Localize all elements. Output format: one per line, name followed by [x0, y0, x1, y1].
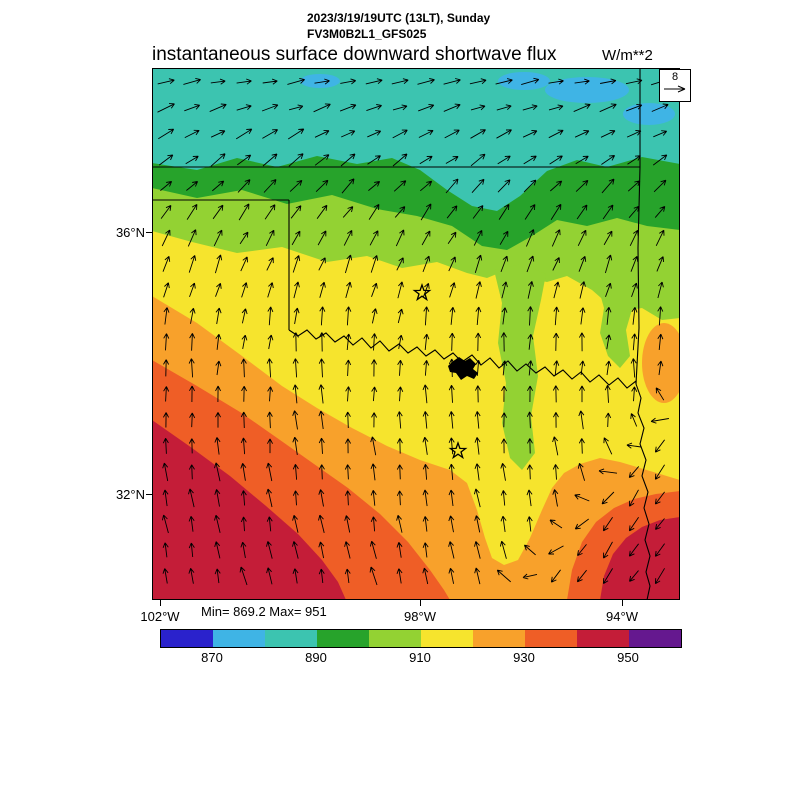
- map-frame: [152, 68, 680, 600]
- region-lightblue-870-880: [623, 103, 675, 125]
- colorbar-tick-label: 910: [409, 650, 431, 665]
- units-label: W/m**2: [602, 47, 653, 64]
- y-tick-label-32n: 32°N: [115, 487, 145, 502]
- colorbar: [160, 629, 682, 648]
- y-axis-tick: [146, 494, 152, 495]
- header-datetime: 2023/3/19/19UTC (13LT), Sunday: [307, 11, 491, 25]
- colorbar-tick-label: 950: [617, 650, 639, 665]
- x-axis-tick: [622, 600, 623, 606]
- state-border-east: [635, 383, 651, 600]
- region-teal-880-890: [152, 68, 680, 211]
- region-crimson-940-950: [600, 517, 680, 600]
- star-marker: [448, 441, 468, 460]
- wind-key-arrow-icon: [664, 85, 686, 93]
- region-yellowgreen-tongue: [597, 276, 633, 368]
- colorbar-segment: [473, 630, 525, 647]
- x-axis-tick: [420, 600, 421, 606]
- region-lightblue-870-880: [545, 77, 629, 103]
- colorbar-tick-label: 870: [201, 650, 223, 665]
- state-border-lines: [152, 68, 641, 385]
- colorbar-segment: [265, 630, 317, 647]
- wind-arrows-layer: [157, 77, 670, 586]
- colorbar-segment: [629, 630, 681, 647]
- colorbar-tick-label: 930: [513, 650, 535, 665]
- wind-key-value: 8: [671, 71, 679, 83]
- colorbar-tick-label: 890: [305, 650, 327, 665]
- colorbar-segment: [213, 630, 265, 647]
- colorbar-segment: [369, 630, 421, 647]
- region-lightblue-870-880: [498, 72, 550, 90]
- header-model-id: FV3M0B2L1_GFS025: [307, 27, 427, 41]
- lake-marker: [448, 357, 478, 380]
- plot-title: instantaneous surface downward shortwave…: [152, 44, 557, 65]
- colorbar-segment: [577, 630, 629, 647]
- x-tick-label-94w: 94°W: [606, 609, 638, 624]
- minmax-label: Min= 869.2 Max= 951: [201, 604, 327, 619]
- x-tick-label-98w: 98°W: [404, 609, 436, 624]
- colorbar-segment: [421, 630, 473, 647]
- region-lightblue-870-880: [300, 74, 340, 88]
- star-marker: [412, 283, 432, 302]
- region-yellowgreen-tongue: [494, 264, 546, 470]
- wind-reference-key: 8: [659, 69, 691, 102]
- map-canvas: [152, 68, 680, 600]
- x-axis-tick: [160, 600, 161, 606]
- colorbar-segment: [525, 630, 577, 647]
- y-tick-label-36n: 36°N: [115, 225, 145, 240]
- x-tick-label-102w: 102°W: [140, 609, 180, 624]
- colorbar-segment: [161, 630, 213, 647]
- y-axis-tick: [146, 232, 152, 233]
- colorbar-segment: [317, 630, 369, 647]
